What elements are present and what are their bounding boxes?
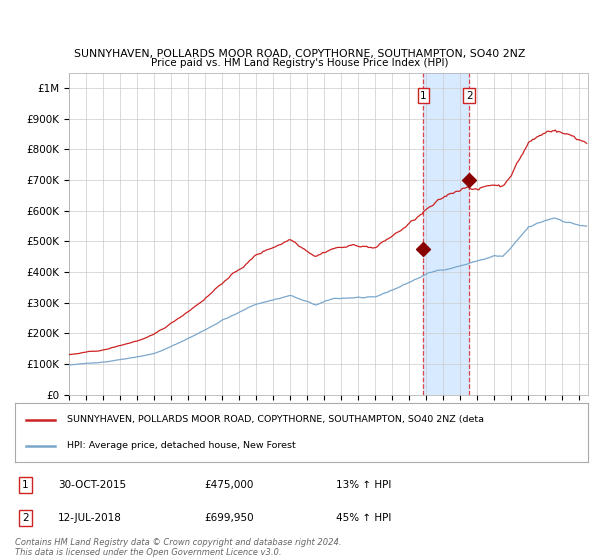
Text: £475,000: £475,000 — [204, 480, 253, 490]
Text: 2: 2 — [466, 91, 473, 101]
Point — [464, 176, 474, 185]
Point — [419, 245, 428, 254]
Text: SUNNYHAVEN, POLLARDS MOOR ROAD, COPYTHORNE, SOUTHAMPTON, SO40 2NZ: SUNNYHAVEN, POLLARDS MOOR ROAD, COPYTHOR… — [74, 49, 526, 59]
Text: 2: 2 — [22, 513, 29, 523]
Text: 12-JUL-2018: 12-JUL-2018 — [58, 513, 122, 523]
Text: 45% ↑ HPI: 45% ↑ HPI — [336, 513, 391, 523]
Text: 30-OCT-2015: 30-OCT-2015 — [58, 480, 126, 490]
Text: SUNNYHAVEN, POLLARDS MOOR ROAD, COPYTHORNE, SOUTHAMPTON, SO40 2NZ (deta: SUNNYHAVEN, POLLARDS MOOR ROAD, COPYTHOR… — [67, 415, 484, 424]
Text: 1: 1 — [420, 91, 427, 101]
Text: 13% ↑ HPI: 13% ↑ HPI — [336, 480, 391, 490]
Text: Price paid vs. HM Land Registry's House Price Index (HPI): Price paid vs. HM Land Registry's House … — [151, 58, 449, 68]
Text: 1: 1 — [22, 480, 29, 490]
Bar — [424, 73, 469, 395]
Text: HPI: Average price, detached house, New Forest: HPI: Average price, detached house, New … — [67, 441, 295, 450]
Text: £699,950: £699,950 — [204, 513, 254, 523]
Text: Contains HM Land Registry data © Crown copyright and database right 2024.
This d: Contains HM Land Registry data © Crown c… — [15, 538, 341, 557]
